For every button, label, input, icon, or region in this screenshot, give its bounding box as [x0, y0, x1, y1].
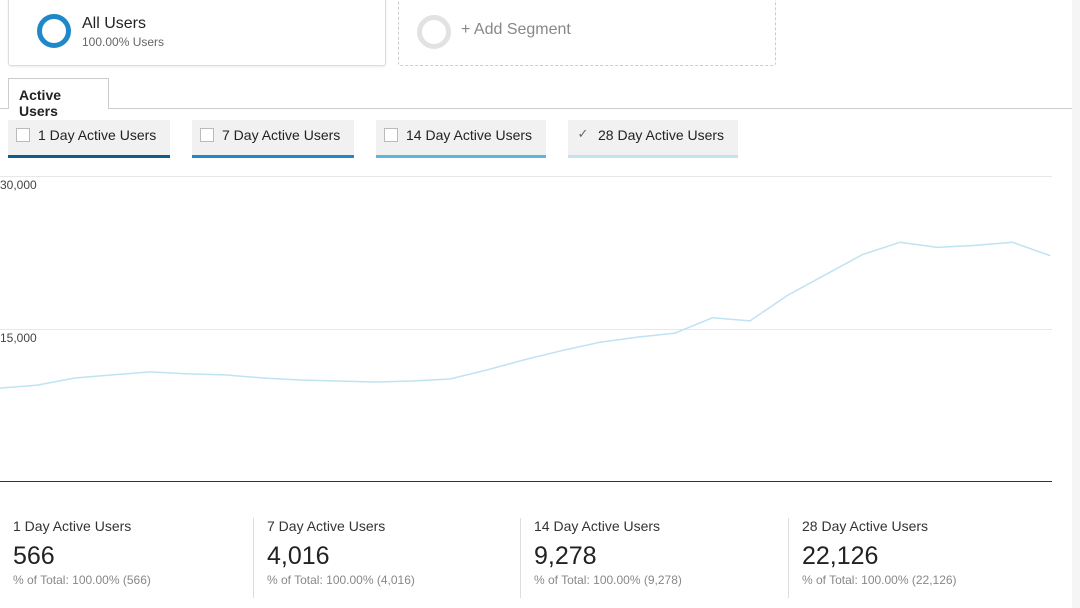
add-segment-label: + Add Segment: [461, 21, 571, 38]
checkbox[interactable]: [16, 128, 30, 142]
metric-color-bar: [192, 155, 354, 158]
metric-toggle-7-day[interactable]: 7 Day Active Users: [192, 120, 354, 158]
tab-divider: [0, 108, 1080, 109]
data-point[interactable]: [37, 384, 38, 386]
checkmark-icon[interactable]: ✓: [577, 126, 589, 141]
metric-toggle-28-day[interactable]: ✓ 28 Day Active Users: [568, 120, 738, 158]
metric-toggle-1-day[interactable]: 1 Day Active Users: [8, 120, 170, 158]
metric-label: 7 Day Active Users: [222, 127, 341, 143]
summary-7-day: 7 Day Active Users 4,016 % of Total: 100…: [253, 518, 520, 598]
data-point[interactable]: [862, 254, 863, 256]
data-point[interactable]: [74, 377, 76, 379]
segment-title: All Users: [82, 15, 147, 32]
line-chart: [0, 241, 1051, 389]
summary-label: 7 Day Active Users: [267, 518, 386, 534]
data-point[interactable]: [0, 387, 1, 389]
series-line: [0, 241, 1051, 389]
y-tick-label: 15,000: [0, 331, 37, 345]
summary-value: 22,126: [802, 542, 879, 570]
summary-28-day: 28 Day Active Users 22,126 % of Total: 1…: [788, 518, 1052, 598]
data-point[interactable]: [224, 374, 226, 376]
data-point[interactable]: [974, 244, 976, 246]
data-point[interactable]: [449, 378, 451, 380]
summary-label: 14 Day Active Users: [534, 518, 661, 534]
metric-color-bar: [568, 155, 738, 158]
scrollbar[interactable]: [1072, 0, 1080, 608]
data-point[interactable]: [637, 336, 638, 338]
data-point[interactable]: [374, 381, 376, 383]
segment-all-users[interactable]: All Users 100.00% Users: [8, 0, 386, 66]
data-point[interactable]: [412, 380, 413, 382]
data-point[interactable]: [524, 359, 526, 361]
tab-active-users[interactable]: Active Users: [8, 78, 109, 119]
metric-color-bar: [8, 155, 170, 158]
summary-percent: % of Total: 100.00% (9,278): [534, 573, 682, 587]
checkbox[interactable]: [200, 128, 214, 142]
summary-14-day: 14 Day Active Users 9,278 % of Total: 10…: [520, 518, 788, 598]
data-point[interactable]: [749, 320, 751, 322]
add-segment-button[interactable]: + Add Segment: [398, 0, 776, 66]
data-point[interactable]: [674, 332, 676, 334]
data-point[interactable]: [562, 349, 563, 351]
segment-subtitle: 100.00% Users: [82, 35, 165, 49]
summary-percent: % of Total: 100.00% (4,016): [267, 573, 415, 587]
summary-label: 1 Day Active Users: [13, 518, 132, 534]
data-point[interactable]: [149, 371, 151, 373]
empty-segment-ring-icon: [417, 15, 451, 49]
data-point[interactable]: [599, 341, 601, 343]
checkbox[interactable]: [384, 128, 398, 142]
data-point[interactable]: [487, 369, 488, 371]
data-point[interactable]: [937, 246, 938, 248]
metric-toggle-14-day[interactable]: 14 Day Active Users: [376, 120, 546, 158]
data-point[interactable]: [187, 373, 188, 375]
data-point[interactable]: [712, 317, 713, 319]
summary-label: 28 Day Active Users: [802, 518, 929, 534]
gridline: [0, 329, 1052, 330]
summary-1-day: 1 Day Active Users 566 % of Total: 100.0…: [0, 518, 253, 598]
data-point[interactable]: [1049, 255, 1051, 257]
summary-value: 9,278: [534, 542, 597, 570]
data-point[interactable]: [824, 274, 826, 276]
metric-label: 14 Day Active Users: [406, 127, 533, 143]
segment-ring-icon: [37, 14, 71, 48]
x-axis: [0, 481, 1052, 482]
data-point[interactable]: [262, 377, 263, 379]
data-point[interactable]: [1012, 241, 1013, 243]
metric-label: 1 Day Active Users: [38, 127, 157, 143]
summary-percent: % of Total: 100.00% (22,126): [802, 573, 957, 587]
y-tick-label: 30,000: [0, 178, 37, 192]
summary-value: 566: [13, 542, 55, 570]
metric-label: 28 Day Active Users: [598, 127, 725, 143]
data-point[interactable]: [299, 379, 301, 381]
gridline: [0, 176, 1052, 177]
data-point[interactable]: [899, 241, 901, 243]
data-point[interactable]: [787, 294, 788, 296]
data-point[interactable]: [112, 374, 113, 376]
summary-percent: % of Total: 100.00% (566): [13, 573, 151, 587]
metric-color-bar: [376, 155, 546, 158]
data-point[interactable]: [337, 380, 338, 382]
summary-value: 4,016: [267, 542, 330, 570]
